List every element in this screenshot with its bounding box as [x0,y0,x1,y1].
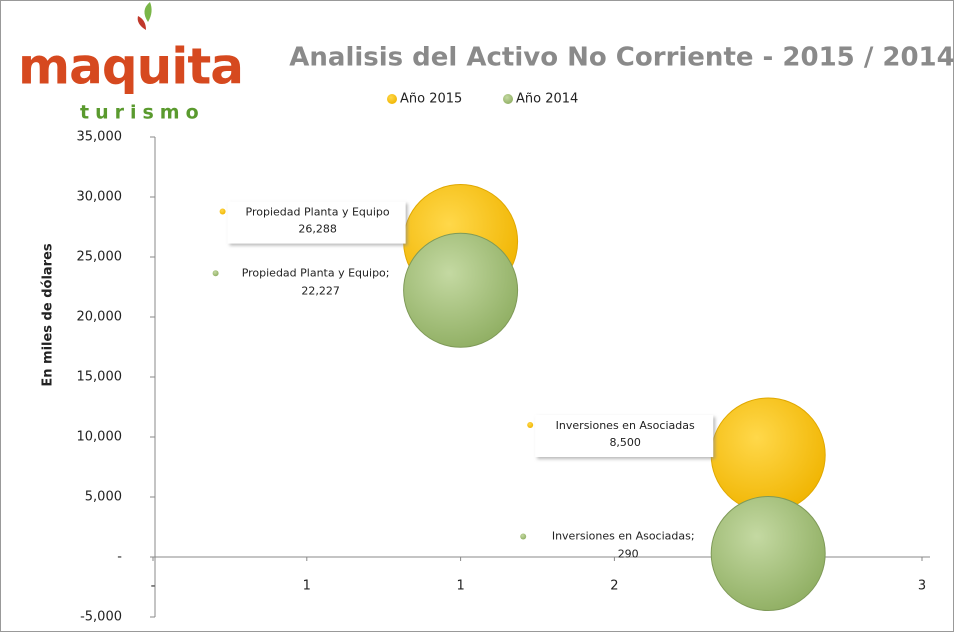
y-tick-label: 5,000 [85,490,122,505]
label-name: Propiedad Planta y Equipo [246,206,390,219]
legend-marker [387,94,397,104]
label-box [227,201,406,244]
x-tick-label: 1 [303,579,311,594]
legend-marker [503,94,513,104]
bubble [710,397,826,513]
y-tick-label: 30,000 [77,190,123,205]
logo-name: maquita [18,38,243,96]
bubble [403,232,519,348]
y-tick-label: -5,000 [80,610,122,625]
data-label: Inversiones en Asociadas 8,500 [527,415,714,457]
logo-leaf [144,2,152,22]
y-tick-label: 25,000 [77,250,123,265]
logo-leaf [137,16,146,30]
label-marker [527,422,534,428]
legend-label: Año 2014 [516,92,578,107]
label-name: Inversiones en Asociadas; [552,530,695,543]
label-box [535,415,714,457]
data-label: Inversiones en Asociadas; 290 [520,530,695,561]
label-marker [520,533,527,540]
bubble [710,496,826,612]
label-value: 26,288 [298,223,337,236]
y-tick-label: 10,000 [77,430,123,445]
legend-label: Año 2015 [400,92,462,107]
data-label: Propiedad Planta y Equipo; 22,227 [212,266,390,297]
y-tick-label: - [117,550,122,565]
y-tick-label: 20,000 [77,310,123,325]
y-tick-label: 35,000 [77,130,123,145]
label-marker [212,270,219,277]
logo-tagline: turismo [80,102,205,124]
label-value: 22,227 [301,284,340,297]
label-value: 8,500 [609,436,641,449]
label-name: Propiedad Planta y Equipo; [242,266,390,279]
y-axis-label: En miles de dólares [41,243,56,387]
x-tick-label: - [151,579,156,594]
data-label: Propiedad Planta y Equipo 26,288 [219,201,406,244]
y-tick-label: 15,000 [77,370,123,385]
label-value: 290 [618,548,639,561]
x-tick-label: 2 [610,579,618,594]
chart-title: Analisis del Activo No Corriente - 2015 … [289,43,954,73]
label-marker [219,208,226,215]
x-tick-label: 3 [918,579,926,594]
logo: maquita turismo [18,2,244,124]
x-tick-label: 1 [456,579,464,594]
label-name: Inversiones en Asociadas [556,419,695,432]
